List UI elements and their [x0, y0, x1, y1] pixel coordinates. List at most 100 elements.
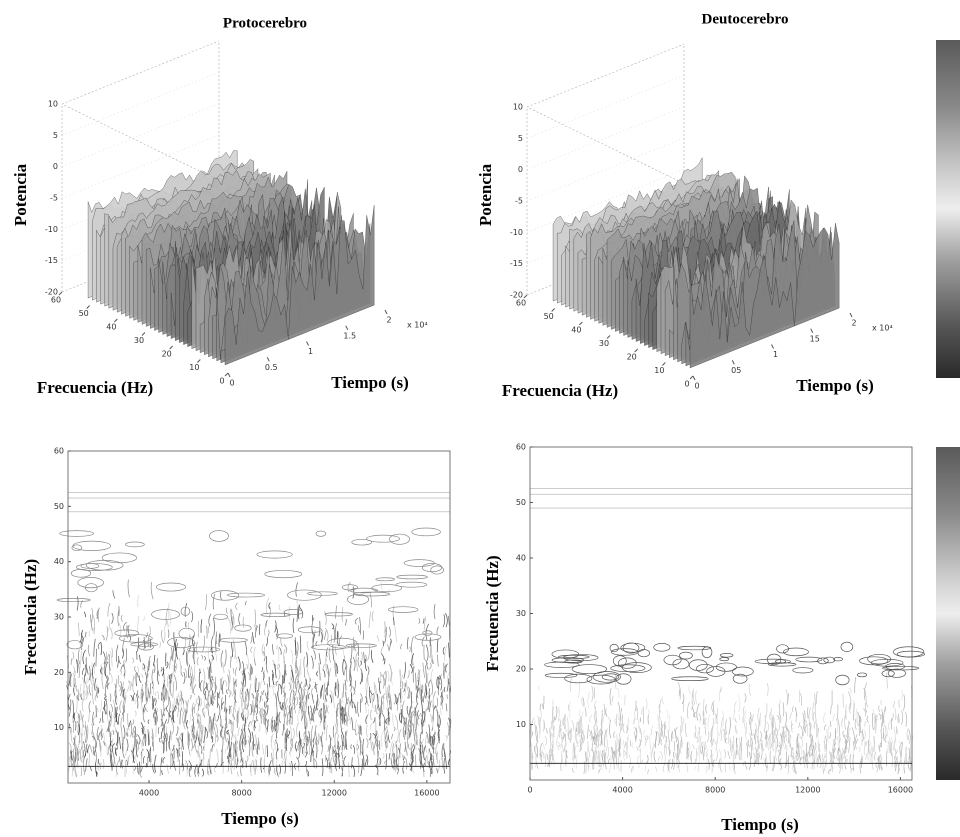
- contour: [167, 690, 169, 706]
- contour: [136, 651, 138, 660]
- contour: [80, 600, 84, 608]
- contour: [229, 759, 231, 765]
- contour: [84, 631, 87, 638]
- contour: [573, 742, 576, 760]
- contour: [84, 725, 87, 744]
- contour: [329, 694, 332, 703]
- contour: [586, 674, 616, 685]
- y-tick-label: 30: [54, 613, 64, 622]
- contour: [866, 741, 869, 747]
- contour: [241, 681, 244, 687]
- contour: [387, 606, 419, 613]
- contour: [161, 739, 164, 745]
- contour: [722, 728, 726, 736]
- contour: [844, 715, 847, 730]
- contour: [283, 644, 288, 654]
- contour: [78, 622, 80, 636]
- contour: [167, 636, 195, 649]
- contour: [359, 739, 361, 756]
- contour: [193, 734, 196, 740]
- contour: [351, 685, 355, 696]
- contour: [688, 659, 708, 671]
- contour: [372, 732, 376, 739]
- contour: [773, 727, 777, 743]
- contour: [325, 687, 327, 693]
- contour: [384, 631, 386, 638]
- contour: [437, 732, 440, 744]
- contour: [651, 747, 654, 762]
- contour: [369, 686, 371, 704]
- contour: [239, 753, 242, 763]
- contour: [619, 738, 621, 756]
- contour: [322, 702, 326, 719]
- contour: [76, 694, 80, 701]
- contour: [908, 748, 911, 759]
- contour: [312, 705, 315, 722]
- contour: [366, 534, 401, 543]
- contour: [314, 683, 318, 690]
- contour: [167, 674, 169, 688]
- contour: [155, 582, 187, 592]
- contour: [392, 743, 395, 757]
- contour: [95, 771, 98, 777]
- contour: [439, 675, 443, 691]
- t-tick-label: 2: [851, 319, 856, 328]
- contour: [203, 686, 207, 696]
- contour: [707, 714, 710, 730]
- contour: [437, 723, 440, 742]
- contour: [747, 739, 750, 747]
- contour: [823, 754, 826, 764]
- contour: [786, 725, 790, 744]
- contour: [708, 759, 710, 770]
- contour: [688, 685, 691, 695]
- contour: [187, 731, 189, 746]
- contour: [172, 664, 175, 677]
- contour: [717, 725, 719, 739]
- contour: [658, 704, 661, 713]
- contour: [407, 688, 410, 699]
- contour: [364, 658, 368, 672]
- contour: [576, 724, 579, 736]
- contour: [205, 682, 208, 691]
- contour: [198, 672, 201, 689]
- contour: [276, 645, 278, 650]
- contour: [83, 611, 86, 618]
- contour: [227, 674, 230, 691]
- contour: [231, 610, 235, 629]
- contour: [612, 655, 627, 667]
- contour: [442, 614, 446, 628]
- contour: [118, 684, 121, 692]
- contour: [411, 527, 441, 537]
- contour: [360, 668, 364, 683]
- contour: [241, 690, 245, 703]
- contour: [250, 646, 253, 653]
- contour: [791, 748, 794, 755]
- contour: [147, 729, 149, 746]
- colorbar: [936, 447, 960, 780]
- contour: [758, 755, 760, 766]
- contour: [373, 717, 376, 724]
- contour: [215, 723, 218, 738]
- contour: [635, 705, 638, 712]
- contour: [194, 735, 198, 753]
- contour: [119, 700, 122, 714]
- contour: [233, 641, 236, 659]
- contour: [190, 677, 193, 690]
- contour: [701, 746, 705, 761]
- tick-mark: [224, 372, 229, 377]
- contour: [82, 741, 86, 752]
- contour: [209, 694, 212, 707]
- contour: [248, 735, 250, 744]
- contour: [79, 710, 82, 721]
- contour: [272, 673, 275, 686]
- contour: [246, 689, 249, 707]
- contour: [811, 745, 815, 751]
- contour: [651, 725, 654, 736]
- contour: [274, 692, 278, 707]
- contour: [556, 732, 560, 748]
- contour: [558, 654, 590, 659]
- contour: [72, 715, 75, 727]
- contour: [145, 706, 148, 712]
- contour: [171, 672, 174, 685]
- contour: [278, 669, 281, 680]
